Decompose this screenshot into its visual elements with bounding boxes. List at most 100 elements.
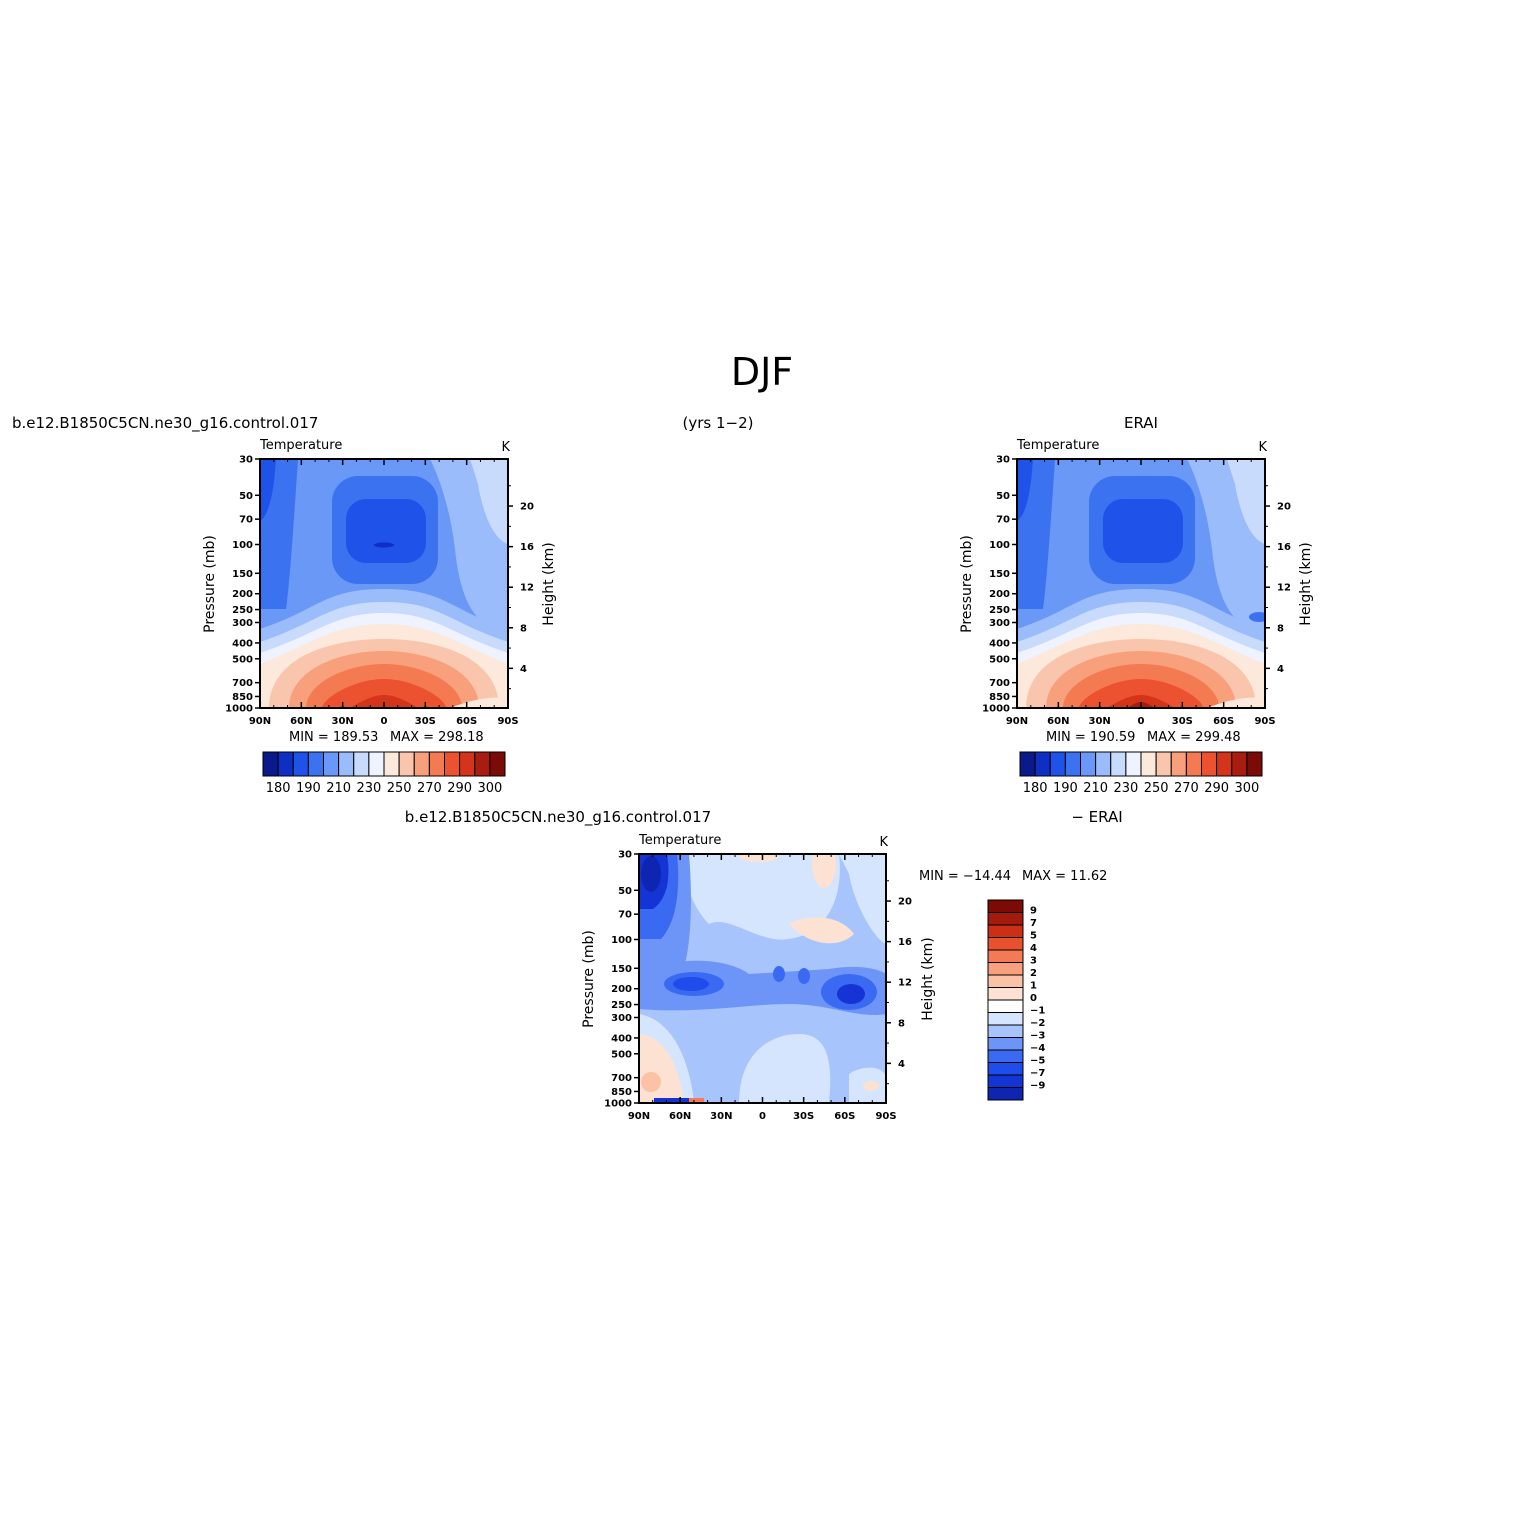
lat-tick-label: 30N [1089, 716, 1111, 727]
colorbar-label: 290 [1204, 781, 1229, 796]
pressure-tick-label: 500 [611, 1049, 632, 1060]
height-tick-label: 8 [898, 1018, 905, 1029]
model-max-label: MAX = 298.18 [390, 730, 484, 745]
pressure-tick-label: 1000 [225, 704, 253, 715]
colorbar-label: 250 [1144, 781, 1169, 796]
height-tick-label: 16 [1277, 542, 1291, 553]
lat-tick-label: 90N [1006, 716, 1028, 727]
colorbar-label: 270 [417, 781, 442, 796]
colorbar-box [277, 751, 294, 777]
diff-panel-left-title: b.e12.B1850C5CN.ne30_g16.control.017 [405, 808, 711, 827]
pressure-tick-label: 100 [611, 935, 632, 946]
height-tick-label: 8 [1277, 623, 1284, 634]
pressure-tick-label: 30 [996, 455, 1010, 466]
pressure-tick-label: 30 [239, 455, 253, 466]
colorbar-box [353, 751, 370, 777]
pressure-tick-label: 150 [989, 569, 1010, 580]
diff-height-axis-label: Height (km) [920, 937, 936, 1020]
colorbar-box [1231, 751, 1248, 777]
colorbar-box [1110, 751, 1127, 777]
colorbar-label: 1 [1030, 981, 1037, 992]
colorbar-label: 300 [1234, 781, 1259, 796]
pressure-tick-label: 300 [611, 1013, 632, 1024]
diff-contour-field [639, 854, 886, 1103]
pressure-tick-label: 850 [232, 692, 253, 703]
pressure-tick-label: 250 [232, 605, 253, 616]
colorbar-label: 9 [1030, 906, 1037, 917]
diff-axes: 3050701001502002503004005007008501000481… [604, 850, 912, 1123]
colorbar-box [1201, 751, 1218, 777]
south-cold-spot [1249, 612, 1265, 622]
obs-colorbar: 180 190 210 230 250 270 290 300 [1019, 751, 1263, 796]
colorbar-label: 5 [1030, 931, 1037, 942]
pressure-tick-label: 200 [232, 589, 253, 600]
model-panel-left-title: b.e12.B1850C5CN.ne30_g16.control.017 [12, 414, 318, 433]
obs-pressure-axis-label: Pressure (mb) [959, 535, 975, 633]
warm-layer-5 [1101, 695, 1181, 708]
colorbar-label: 300 [477, 781, 502, 796]
pressure-tick-label: 50 [618, 886, 632, 897]
lat-tick-label: 0 [759, 1111, 766, 1122]
strat-light-south [839, 854, 886, 944]
colorbar-box [1095, 751, 1112, 777]
obs-min-label: MIN = 190.59 [1046, 730, 1135, 745]
pressure-tick-label: 70 [239, 515, 253, 526]
pressure-tick-label: 850 [989, 692, 1010, 703]
pressure-tick-label: 200 [611, 984, 632, 995]
pressure-tick-label: 50 [996, 491, 1010, 502]
colorbar-box [398, 751, 415, 777]
height-tick-label: 20 [898, 897, 912, 908]
south-strat-warm [470, 459, 508, 544]
colorbar-box [1170, 751, 1187, 777]
south-surface-warm [863, 1081, 879, 1091]
warm-layer-4 [1079, 679, 1203, 708]
colorbar-box [474, 751, 491, 777]
colorbar-label: 230 [356, 781, 381, 796]
colorbar-label: 290 [447, 781, 472, 796]
colorbar-label: −9 [1030, 1081, 1045, 1092]
colorbar-label: −4 [1030, 1043, 1045, 1054]
south-surface-band [450, 697, 508, 708]
north-polar-core [1017, 459, 1033, 521]
colorbar-box [262, 751, 279, 777]
colorbar-label: 7 [1030, 918, 1037, 929]
colorbar-box [459, 751, 476, 777]
height-tick-label: 20 [520, 502, 534, 513]
colorbar-box [987, 1087, 1024, 1101]
model-field-label: Temperature [259, 438, 342, 453]
lat-tick-label: 60N [669, 1111, 691, 1122]
diff-panel-center-title: − ERAI [1071, 808, 1122, 826]
tropopause-cold-north-core [673, 977, 709, 991]
lat-tick-label: 30N [332, 716, 354, 727]
pressure-tick-label: 300 [232, 618, 253, 629]
pressure-tick-label: 850 [611, 1087, 632, 1098]
colorbar-label: 210 [1083, 781, 1108, 796]
colorbar-label: −2 [1030, 1018, 1045, 1029]
obs-contour-field [1017, 459, 1265, 708]
colorbar-label: 250 [387, 781, 412, 796]
tropopause-cold-south-core [837, 984, 865, 1004]
model-contour-field [260, 459, 508, 708]
model-panel-center-title: (yrs 1−2) [683, 414, 754, 432]
model-colorbar: 180 190 210 230 250 270 290 300 [262, 751, 506, 796]
model-axes: 3050701001502002503004005007008501000481… [225, 455, 534, 728]
model-min-label: MIN = 189.53 [289, 730, 378, 745]
pressure-tick-label: 700 [989, 678, 1010, 689]
pressure-tick-label: 500 [232, 654, 253, 665]
colorbar-box [323, 751, 340, 777]
colorbar-box [987, 999, 1024, 1013]
model-height-axis-label: Height (km) [541, 542, 557, 625]
north-polar-core [260, 459, 276, 521]
lat-tick-label: 60N [1047, 716, 1069, 727]
pressure-tick-label: 150 [232, 569, 253, 580]
model-units: K [501, 440, 510, 455]
diff-max-label: MAX = 11.62 [1022, 869, 1107, 884]
diff-min-label: MIN = −14.44 [919, 869, 1011, 884]
colorbar-box [987, 1037, 1024, 1051]
height-tick-label: 8 [520, 623, 527, 634]
colorbar-box [307, 751, 324, 777]
colorbar-box [428, 751, 445, 777]
obs-panel: Temperature K 30507010015020025030040050… [959, 438, 1314, 796]
strat-warm-spot-top [739, 854, 779, 862]
